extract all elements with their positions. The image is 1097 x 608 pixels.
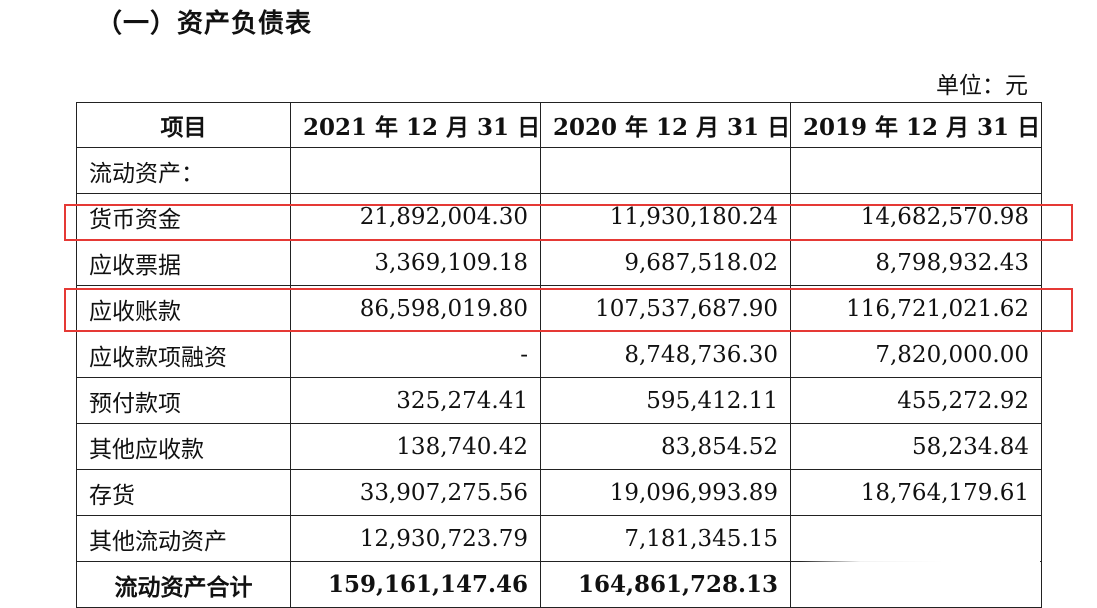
header-2021: 2021 年 12 月 31 日 xyxy=(290,102,541,148)
unit-label: 单位：元 xyxy=(936,73,1028,99)
row-label: 货币资金 xyxy=(76,193,291,240)
table-header-row: 项目 2021 年 12 月 31 日 2020 年 12 月 31 日 201… xyxy=(76,102,1042,148)
cell-2021: 12,930,723.79 xyxy=(290,515,541,562)
cell-2019: 455,272.92 xyxy=(790,377,1042,424)
table-row-notes-receivable: 应收票据 3,369,109.18 9,687,518.02 8,798,932… xyxy=(76,239,1042,286)
cell-2019: 8,798,932.43 xyxy=(790,239,1042,286)
cell-2019: 58,234.84 xyxy=(790,423,1042,470)
cell-2020: 595,412.11 xyxy=(540,377,791,424)
cell-2021: 325,274.41 xyxy=(290,377,541,424)
table-row-current-assets-heading: 流动资产： xyxy=(76,147,1042,194)
cell-2020: 19,096,993.89 xyxy=(540,469,791,516)
cell-2021: 3,369,109.18 xyxy=(290,239,541,286)
table-row-prepayments: 预付款项 325,274.41 595,412.11 455,272.92 xyxy=(76,377,1042,424)
table-row-other-receivables: 其他应收款 138,740.42 83,854.52 58,234.84 xyxy=(76,423,1042,470)
cell-2019: 18,764,179.61 xyxy=(790,469,1042,516)
cell-2021: 21,892,004.30 xyxy=(290,193,541,240)
cell-2021 xyxy=(290,147,541,194)
table-row-cash: 货币资金 21,892,004.30 11,930,180.24 14,682,… xyxy=(76,193,1042,240)
cell-2021: 138,740.42 xyxy=(290,423,541,470)
section-title: （一）资产负债表 xyxy=(96,9,313,39)
balance-sheet-table: 项目 2021 年 12 月 31 日 2020 年 12 月 31 日 201… xyxy=(76,102,1042,608)
cell-2021: 159,161,147.46 xyxy=(290,561,541,608)
cell-2019: 116,721,021.62 xyxy=(790,285,1042,332)
row-label: 预付款项 xyxy=(76,377,291,424)
cell-2020: 9,687,518.02 xyxy=(540,239,791,286)
cell-2020: 8,748,736.30 xyxy=(540,331,791,378)
row-label: 流动资产合计 xyxy=(76,561,291,608)
cell-2019: 14,682,570.98 xyxy=(790,193,1042,240)
table-row-inventory: 存货 33,907,275.56 19,096,993.89 18,764,17… xyxy=(76,469,1042,516)
cell-2020: 7,181,345.15 xyxy=(540,515,791,562)
cell-2019: 7,820,000.00 xyxy=(790,331,1042,378)
cell-2020 xyxy=(540,147,791,194)
row-label: 其他应收款 xyxy=(76,423,291,470)
row-label: 存货 xyxy=(76,469,291,516)
row-label: 流动资产： xyxy=(76,147,291,194)
row-label: 应收票据 xyxy=(76,239,291,286)
cell-2020: 164,861,728.13 xyxy=(540,561,791,608)
cell-2019 xyxy=(790,147,1042,194)
header-2019: 2019 年 12 月 31 日 xyxy=(790,102,1042,148)
row-label: 应收款项融资 xyxy=(76,331,291,378)
row-label: 其他流动资产 xyxy=(76,515,291,562)
table-row-receivables-financing: 应收款项融资 - 8,748,736.30 7,820,000.00 xyxy=(76,331,1042,378)
cell-2020: 107,537,687.90 xyxy=(540,285,791,332)
row-label: 应收账款 xyxy=(76,285,291,332)
cell-2021: 33,907,275.56 xyxy=(290,469,541,516)
header-2020: 2020 年 12 月 31 日 xyxy=(540,102,791,148)
cell-2019 xyxy=(790,515,1042,562)
cell-2020: 83,854.52 xyxy=(540,423,791,470)
cell-2021: - xyxy=(290,331,541,378)
cell-2020: 11,930,180.24 xyxy=(540,193,791,240)
table-row-total-current-assets: 流动资产合计 159,161,147.46 164,861,728.13 xyxy=(76,561,1042,608)
table-row-other-current-assets: 其他流动资产 12,930,723.79 7,181,345.15 xyxy=(76,515,1042,562)
header-item: 项目 xyxy=(76,102,291,148)
cell-2021: 86,598,019.80 xyxy=(290,285,541,332)
cell-2019 xyxy=(790,561,1042,608)
table-row-accounts-receivable: 应收账款 86,598,019.80 107,537,687.90 116,72… xyxy=(76,285,1042,332)
